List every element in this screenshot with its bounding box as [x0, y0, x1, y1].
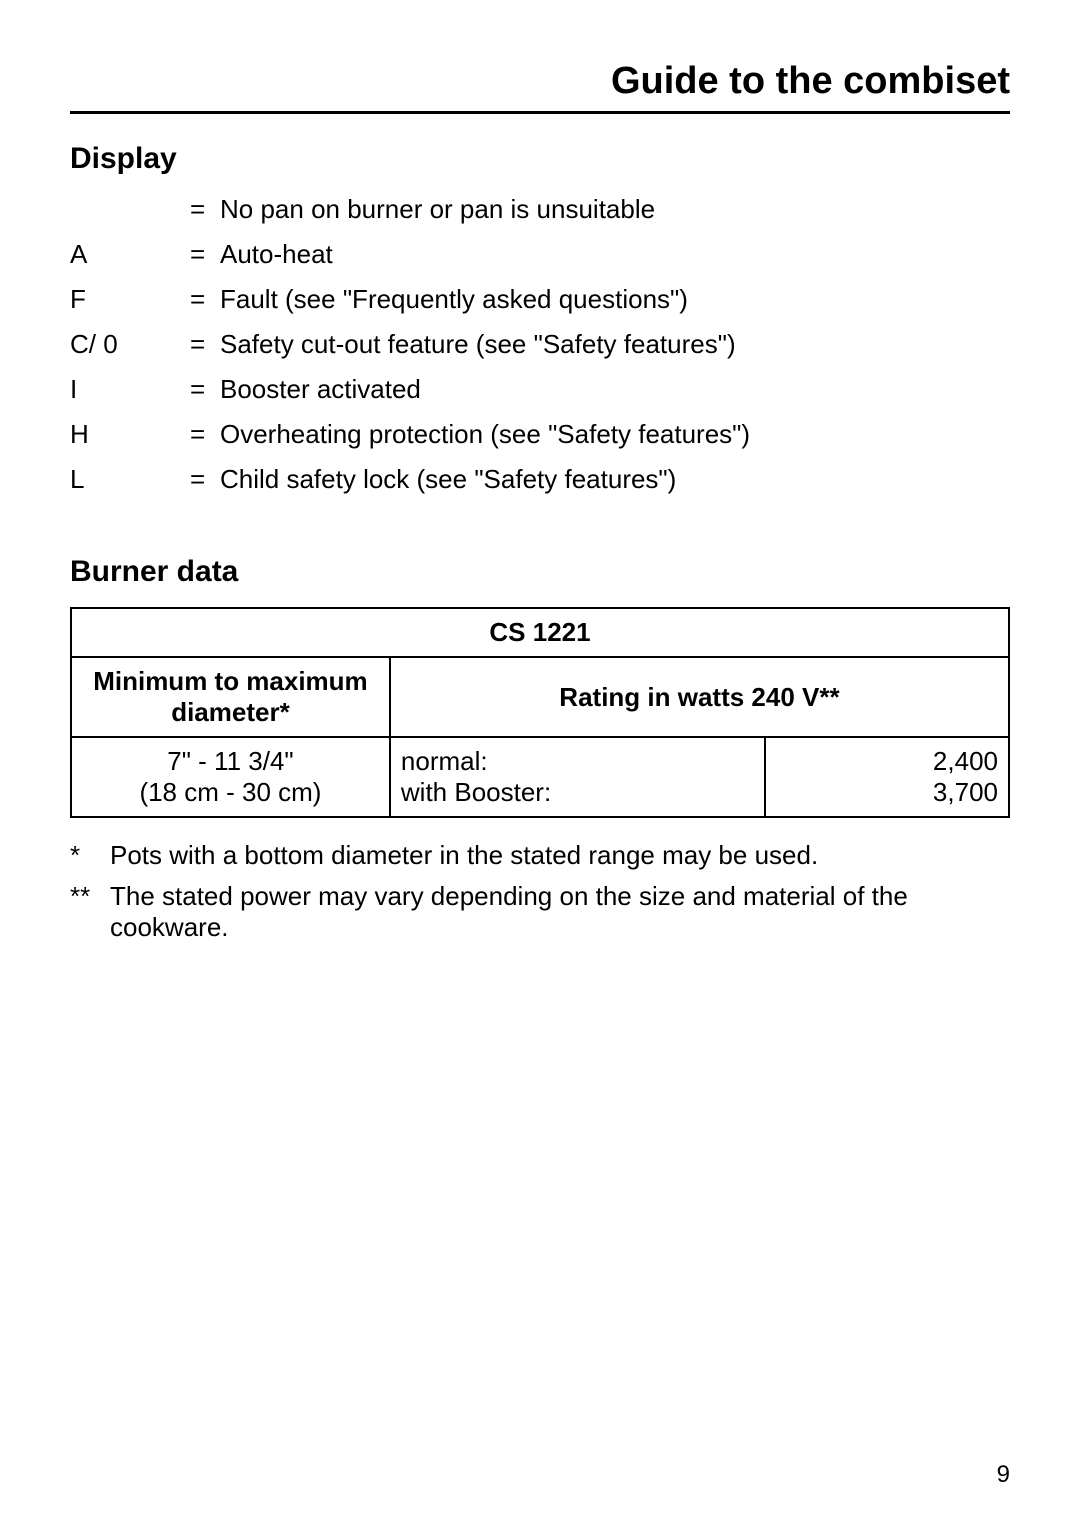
table-row: Minimum to maximum diameter* Rating in w… — [71, 657, 1009, 737]
display-eq: = — [190, 374, 220, 405]
page-number: 9 — [997, 1461, 1010, 1489]
burner-table: CS 1221 Minimum to maximum diameter* Rat… — [70, 607, 1010, 818]
table-row: CS 1221 — [71, 608, 1009, 657]
footnote-text: The stated power may vary depending on t… — [110, 881, 1010, 943]
display-eq: = — [190, 239, 220, 270]
footnote: ** The stated power may vary depending o… — [70, 881, 1010, 943]
cell-rating-values: 2,400 3,700 — [765, 737, 1009, 817]
display-eq: = — [190, 419, 220, 450]
display-desc: No pan on burner or pan is unsuitable — [220, 194, 1010, 225]
display-desc: Overheating protection (see "Safety feat… — [220, 419, 1010, 450]
page-header: Guide to the combiset — [70, 60, 1010, 114]
display-desc: Fault (see "Frequently asked questions") — [220, 284, 1010, 315]
display-symbol: A — [70, 239, 190, 270]
display-symbol: H — [70, 419, 190, 450]
display-eq: = — [190, 284, 220, 315]
display-desc: Booster activated — [220, 374, 1010, 405]
burner-heading: Burner data — [70, 555, 1010, 589]
rating-label-normal: normal: — [401, 746, 488, 776]
display-eq: = — [190, 464, 220, 495]
display-eq: = — [190, 329, 220, 360]
diameter-metric: (18 cm - 30 cm) — [139, 777, 321, 807]
footnotes: * Pots with a bottom diameter in the sta… — [70, 840, 1010, 943]
display-row: = No pan on burner or pan is unsuitable — [70, 194, 1010, 225]
page-title: Guide to the combiset — [611, 60, 1010, 102]
diameter-imperial: 7" - 11 3/4" — [167, 746, 293, 776]
footnote-text: Pots with a bottom diameter in the state… — [110, 840, 1010, 871]
display-desc: Child safety lock (see "Safety features"… — [220, 464, 1010, 495]
display-row: C/ 0 = Safety cut-out feature (see "Safe… — [70, 329, 1010, 360]
display-row: F = Fault (see "Frequently asked questio… — [70, 284, 1010, 315]
rating-value-normal: 2,400 — [933, 746, 998, 776]
footnote: * Pots with a bottom diameter in the sta… — [70, 840, 1010, 871]
display-symbol: L — [70, 464, 190, 495]
display-symbol — [70, 194, 190, 225]
display-row: H = Overheating protection (see "Safety … — [70, 419, 1010, 450]
cell-diameter: 7" - 11 3/4" (18 cm - 30 cm) — [71, 737, 390, 817]
display-heading: Display — [70, 142, 1010, 176]
rating-value-booster: 3,700 — [933, 777, 998, 807]
display-row: I = Booster activated — [70, 374, 1010, 405]
display-list: = No pan on burner or pan is unsuitable … — [70, 194, 1010, 495]
display-desc: Auto-heat — [220, 239, 1010, 270]
display-symbol: F — [70, 284, 190, 315]
display-symbol: C/ 0 — [70, 329, 190, 360]
display-row: L = Child safety lock (see "Safety featu… — [70, 464, 1010, 495]
burner-model: CS 1221 — [71, 608, 1009, 657]
display-eq: = — [190, 194, 220, 225]
display-row: A = Auto-heat — [70, 239, 1010, 270]
table-row: 7" - 11 3/4" (18 cm - 30 cm) normal: wit… — [71, 737, 1009, 817]
page: Guide to the combiset Display = No pan o… — [0, 0, 1080, 1529]
display-desc: Safety cut-out feature (see "Safety feat… — [220, 329, 1010, 360]
col-diameter: Minimum to maximum diameter* — [71, 657, 390, 737]
rating-label-booster: with Booster: — [401, 777, 551, 807]
col-rating: Rating in watts 240 V** — [390, 657, 1009, 737]
display-symbol: I — [70, 374, 190, 405]
footnote-mark: * — [70, 840, 110, 871]
cell-rating-labels: normal: with Booster: — [390, 737, 765, 817]
footnote-mark: ** — [70, 881, 110, 943]
